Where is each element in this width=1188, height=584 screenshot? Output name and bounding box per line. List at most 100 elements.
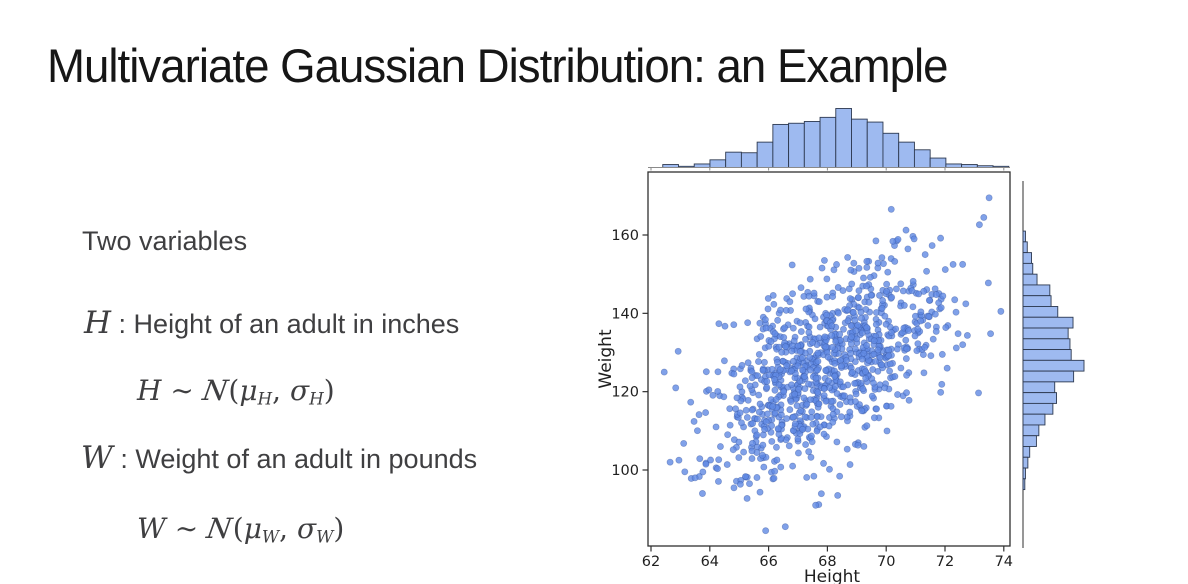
scatter-point xyxy=(855,287,863,295)
scatter-point xyxy=(905,396,913,404)
comma: , xyxy=(272,374,290,407)
scatter-point xyxy=(794,342,802,350)
scatter-point xyxy=(874,259,882,267)
scatter-point xyxy=(820,391,828,399)
stddev-subscript: W xyxy=(316,526,334,547)
scatter-point xyxy=(846,408,854,416)
scatter-point xyxy=(794,449,802,457)
scatter-point xyxy=(902,226,910,234)
scatter-point xyxy=(931,310,939,318)
scatter-point xyxy=(768,438,776,445)
scatter-point xyxy=(863,257,871,265)
scatter-point xyxy=(748,374,756,382)
scatter-point xyxy=(892,285,900,293)
x-tick-label: 70 xyxy=(877,554,895,570)
scatter-point xyxy=(859,385,867,393)
scatter-point xyxy=(920,287,928,295)
scatter-point xyxy=(726,421,734,429)
scatter-point xyxy=(854,441,862,449)
stddev-symbol: σ xyxy=(296,512,317,545)
scatter-point xyxy=(829,410,837,418)
close-paren: ) xyxy=(333,512,345,545)
scatter-point xyxy=(803,474,811,481)
scatter-point xyxy=(786,298,794,306)
right-marginal-histogram xyxy=(1022,181,1085,548)
scatter-point xyxy=(797,328,805,335)
scatter-point xyxy=(687,398,695,406)
scatter-point xyxy=(723,461,731,469)
scatter-point xyxy=(809,339,817,347)
scatter-point xyxy=(742,473,749,481)
scatter-point xyxy=(802,305,810,313)
scatter-point xyxy=(774,316,782,324)
scatter-point xyxy=(754,415,761,423)
weight-variable-symbol: W xyxy=(81,440,113,476)
scatter-point xyxy=(938,380,946,388)
scatter-point xyxy=(681,468,689,476)
weight-histogram-bar xyxy=(1022,273,1038,286)
height-variable-definition: H : Height of an adult in inches xyxy=(84,305,459,341)
height-histogram-bar xyxy=(772,123,790,168)
scatter-point xyxy=(963,332,971,339)
scatter-point xyxy=(759,441,767,449)
scatter-point xyxy=(849,368,856,376)
weight-histogram-bar xyxy=(1022,435,1037,447)
scatter-point xyxy=(857,308,865,316)
tilde-operator: ∼ xyxy=(170,374,194,407)
scatter-point xyxy=(847,322,855,330)
scatter-point xyxy=(775,430,783,438)
scatter-point xyxy=(908,287,916,295)
scatter-point xyxy=(773,456,781,464)
scatter-point xyxy=(777,463,785,471)
scatter-point xyxy=(854,293,862,301)
scatter-point xyxy=(903,371,911,379)
scatter-point xyxy=(726,405,734,413)
scatter-point xyxy=(736,383,744,391)
scatter-point xyxy=(928,242,936,249)
scatter-point xyxy=(716,443,724,450)
height-variable-description: : Height of an adult in inches xyxy=(111,309,460,339)
scatter-point xyxy=(714,465,721,473)
scatter-point xyxy=(952,308,960,316)
scatter-point xyxy=(858,355,866,363)
mean-symbol: μ xyxy=(239,374,258,407)
scatter-point xyxy=(760,463,768,471)
scatter-point xyxy=(876,292,883,299)
scatter-point xyxy=(759,366,767,374)
scatter-point xyxy=(863,282,870,290)
scatter-point xyxy=(801,373,808,380)
weight-histogram-bar xyxy=(1022,349,1072,361)
weight-histogram-bar xyxy=(1022,381,1056,394)
weight-variable-description: : Weight of an adult in pounds xyxy=(112,444,478,474)
scatter-point xyxy=(863,422,871,430)
scatter-point xyxy=(887,402,895,410)
scatter-point xyxy=(849,308,857,316)
scatter-point xyxy=(764,410,771,418)
x-axis-label: Height xyxy=(804,567,861,584)
weight-histogram-bar xyxy=(1022,478,1026,491)
scatter-point xyxy=(674,347,682,355)
scatter-point xyxy=(763,377,771,385)
scatter-point xyxy=(843,445,851,453)
open-paren: ( xyxy=(232,512,244,545)
scatter-point xyxy=(870,414,878,422)
scatter-point xyxy=(775,381,783,389)
scatter-point xyxy=(793,402,801,410)
scatter-point xyxy=(921,343,929,351)
scatter-point xyxy=(761,316,769,324)
scatter-point xyxy=(675,456,683,464)
scatter-point xyxy=(937,304,945,312)
weight-histogram-bar xyxy=(1022,327,1069,340)
scatter-point xyxy=(754,372,762,380)
scatter-point xyxy=(915,290,923,298)
scatter-point xyxy=(808,432,815,440)
height-histogram-bar xyxy=(882,132,900,168)
scatter-point xyxy=(852,327,860,335)
scatter-point xyxy=(876,381,884,389)
scatter-point xyxy=(720,357,728,365)
scatter-point xyxy=(791,420,799,428)
scatter-point xyxy=(768,422,776,430)
weight-variable-definition: W : Weight of an adult in pounds xyxy=(81,440,477,476)
scatter-point xyxy=(707,456,715,464)
